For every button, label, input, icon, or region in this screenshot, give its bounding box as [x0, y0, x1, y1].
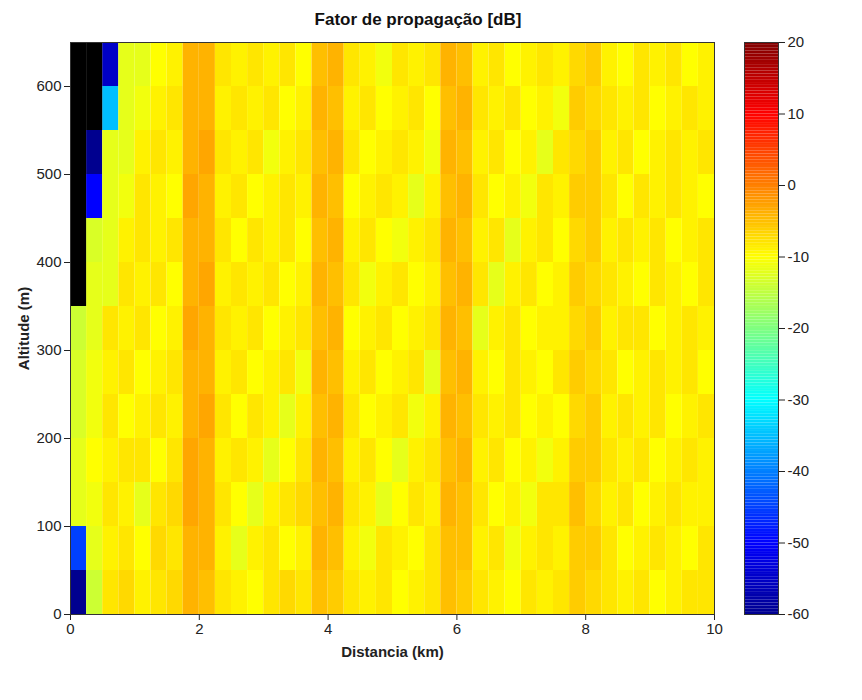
svg-text:20: 20 — [788, 33, 805, 50]
svg-text:6: 6 — [453, 620, 461, 637]
svg-text:10: 10 — [788, 105, 805, 122]
svg-text:-20: -20 — [788, 319, 810, 336]
svg-text:200: 200 — [36, 429, 61, 446]
html-text:Fator de propagação [dB]: Fator de propagação [dB] — [314, 10, 522, 29]
svg-text:100: 100 — [36, 517, 61, 534]
svg-text:Distancia (km): Distancia (km) — [341, 643, 444, 660]
svg-text:400: 400 — [36, 253, 61, 270]
svg-text:600: 600 — [36, 77, 61, 94]
svg-text:10: 10 — [706, 620, 723, 637]
svg-text:0: 0 — [53, 605, 61, 622]
svg-text:-40: -40 — [788, 462, 810, 479]
svg-text:-10: -10 — [788, 248, 810, 265]
svg-text:-60: -60 — [788, 605, 810, 622]
svg-text:0: 0 — [788, 176, 796, 193]
svg-text:4: 4 — [324, 620, 332, 637]
svg-text:500: 500 — [36, 165, 61, 182]
svg-text:300: 300 — [36, 341, 61, 358]
svg-text:8: 8 — [582, 620, 590, 637]
svg-text:-30: -30 — [788, 391, 810, 408]
svg-text:-50: -50 — [788, 534, 810, 551]
svg-text:Altitude (m): Altitude (m) — [15, 287, 32, 370]
svg-text:2: 2 — [195, 620, 203, 637]
svg-text:0: 0 — [66, 620, 74, 637]
